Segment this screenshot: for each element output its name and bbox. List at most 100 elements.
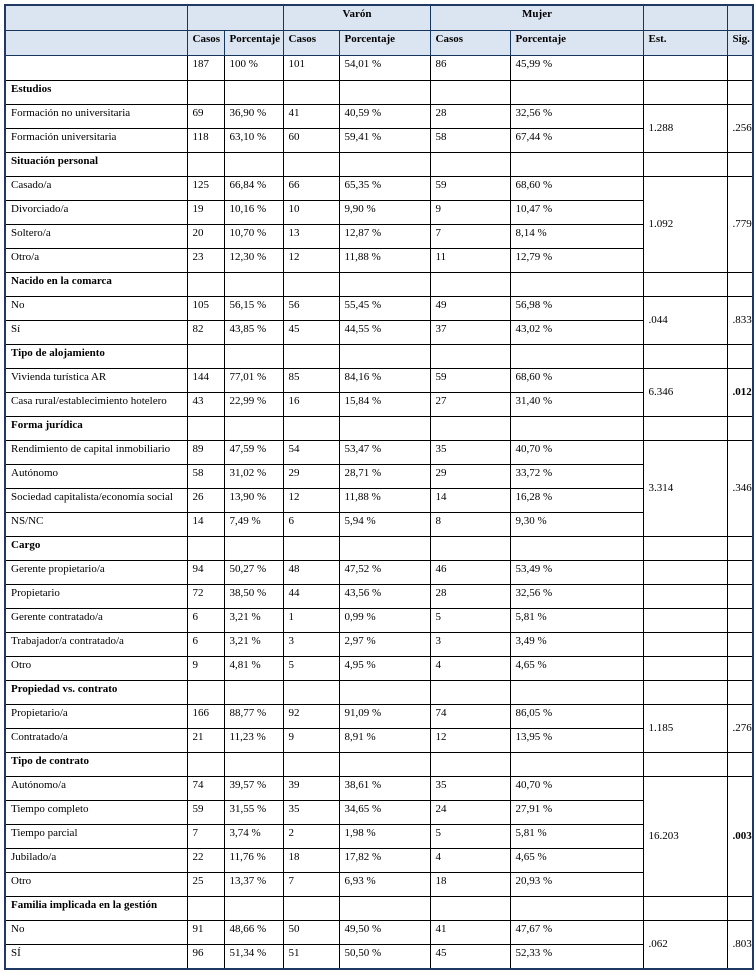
- section-empty-cell: [223, 536, 284, 561]
- column-header-porcentaje-mujer: Porcentaje: [509, 30, 644, 56]
- section-est-cell: [642, 80, 728, 105]
- cell-varon-porcentaje: 4,95 %: [338, 656, 431, 681]
- cell-total-casos: 20: [186, 224, 225, 249]
- total-row-label-cell: [4, 55, 188, 81]
- row-label: Vivienda turística AR: [4, 368, 188, 393]
- cell-varon-casos: 56: [282, 296, 340, 321]
- cell-mujer-casos: 4: [429, 848, 511, 873]
- cell-sig: .256: [726, 104, 754, 153]
- cell-mujer-casos: 59: [429, 176, 511, 201]
- section-empty-cell: [429, 752, 511, 777]
- cell-total-porcentaje: 3,21 %: [223, 608, 284, 633]
- row-label: No: [4, 296, 188, 321]
- table-row: Autónomo/a 74 39,57 % 39 38,61 % 35 40,70 % 16.…: [4, 776, 754, 897]
- cell-mujer-casos: 3: [429, 632, 511, 657]
- section-empty-cell: [282, 896, 340, 921]
- cell-varon-casos: 13: [282, 224, 340, 249]
- row-label: Contratado/a: [4, 728, 188, 753]
- cell-sig: .803: [726, 920, 754, 970]
- section-est-cell: [642, 344, 728, 369]
- cell-total-porcentaje: 47,59 %: [223, 440, 284, 465]
- section-empty-cell: [509, 752, 644, 777]
- section-empty-cell: [429, 272, 511, 297]
- section-sig-cell: [726, 272, 754, 297]
- cell-total-porcentaje: 36,90 %: [223, 104, 284, 129]
- cell-total-casos: 105: [186, 296, 225, 321]
- cell-total-porcentaje: 77,01 %: [223, 368, 284, 393]
- section-empty-cell: [282, 536, 340, 561]
- section-empty-cell: [509, 536, 644, 561]
- cell-varon-casos: 1: [282, 608, 340, 633]
- cell-varon-porcentaje: 15,84 %: [338, 392, 431, 417]
- section-empty-cell: [509, 416, 644, 441]
- cell-varon-porcentaje: 59,41 %: [338, 128, 431, 153]
- section-title: Tipo de alojamiento: [4, 344, 188, 369]
- cell-varon-porcentaje: 50,50 %: [338, 944, 431, 970]
- section-empty-cell: [509, 80, 644, 105]
- cell-total-casos: 166: [186, 704, 225, 729]
- row-label: Soltero/a: [4, 224, 188, 249]
- section-header-row: Situación personal: [4, 152, 754, 177]
- section-empty-cell: [509, 272, 644, 297]
- cell-mujer-porcentaje: 53,49 %: [509, 560, 644, 585]
- cell-mujer-casos: 41: [429, 920, 511, 945]
- header-sig-spacer-cell: [726, 4, 754, 31]
- row-label: Casado/a: [4, 176, 188, 201]
- cell-mujer-porcentaje: 4,65 %: [509, 656, 644, 681]
- cell-mujer-porcentaje: 47,67 %: [509, 920, 644, 945]
- section-empty-cell: [429, 896, 511, 921]
- row-label: Formación universitaria: [4, 128, 188, 153]
- cell-sig: .833: [726, 296, 754, 345]
- total-casos: 187: [186, 55, 225, 81]
- table-row: Formación no universitaria 69 36,90 % 41 40,…: [4, 104, 754, 153]
- cell-total-casos: 118: [186, 128, 225, 153]
- section-title: Familia implicada en la gestión: [4, 896, 188, 921]
- section-sig-cell: [726, 896, 754, 921]
- cell-mujer-porcentaje: 5,81 %: [509, 608, 644, 633]
- cell-varon-casos: 60: [282, 128, 340, 153]
- cell-mujer-casos: 5: [429, 824, 511, 849]
- section-sig-cell: [726, 344, 754, 369]
- cell-sig: .003: [726, 776, 754, 897]
- cell-mujer-casos: 8: [429, 512, 511, 537]
- cell-total-porcentaje: 48,66 %: [223, 920, 284, 945]
- section-empty-cell: [186, 152, 225, 177]
- total-est-cell: [642, 55, 728, 81]
- section-empty-cell: [338, 536, 431, 561]
- cell-total-porcentaje: 50,27 %: [223, 560, 284, 585]
- section-empty-cell: [186, 896, 225, 921]
- cell-varon-casos: 66: [282, 176, 340, 201]
- cell-sig: .346: [726, 440, 754, 537]
- cell-varon-casos: 2: [282, 824, 340, 849]
- row-label: Rendimiento de capital inmobiliario: [4, 440, 188, 465]
- cell-total-casos: 23: [186, 248, 225, 273]
- cell-total-casos: 94: [186, 560, 225, 585]
- section-empty-cell: [223, 344, 284, 369]
- row-label: Otro: [4, 872, 188, 897]
- cell-total-porcentaje: 56,15 %: [223, 296, 284, 321]
- section-sig-cell: [726, 80, 754, 105]
- cell-varon-porcentaje: 65,35 %: [338, 176, 431, 201]
- cell-varon-porcentaje: 43,56 %: [338, 584, 431, 609]
- row-label: Otro: [4, 656, 188, 681]
- cell-total-casos: 144: [186, 368, 225, 393]
- cell-total-porcentaje: 43,85 %: [223, 320, 284, 345]
- section-header-row: Familia implicada en la gestión: [4, 896, 754, 921]
- cell-varon-casos: 6: [282, 512, 340, 537]
- cell-mujer-porcentaje: 40,70 %: [509, 440, 644, 465]
- cell-total-porcentaje: 11,23 %: [223, 728, 284, 753]
- cell-total-porcentaje: 4,81 %: [223, 656, 284, 681]
- row-label: Casa rural/establecimiento hotelero: [4, 392, 188, 417]
- row-label: No: [4, 920, 188, 945]
- table-row: Autónomo 58 31,02 % 29 28,71 % 29 33,72 %: [4, 464, 753, 489]
- cell-sig: [726, 560, 754, 585]
- row-label: Divorciado/a: [4, 200, 188, 225]
- cell-total-casos: 96: [186, 944, 225, 970]
- cell-varon-casos: 45: [282, 320, 340, 345]
- cell-varon-porcentaje: 11,88 %: [338, 248, 431, 273]
- row-label: Autónomo/a: [4, 776, 188, 801]
- cell-varon-porcentaje: 53,47 %: [338, 440, 431, 465]
- cell-mujer-porcentaje: 4,65 %: [509, 848, 644, 873]
- section-empty-cell: [282, 416, 340, 441]
- cell-total-porcentaje: 31,55 %: [223, 800, 284, 825]
